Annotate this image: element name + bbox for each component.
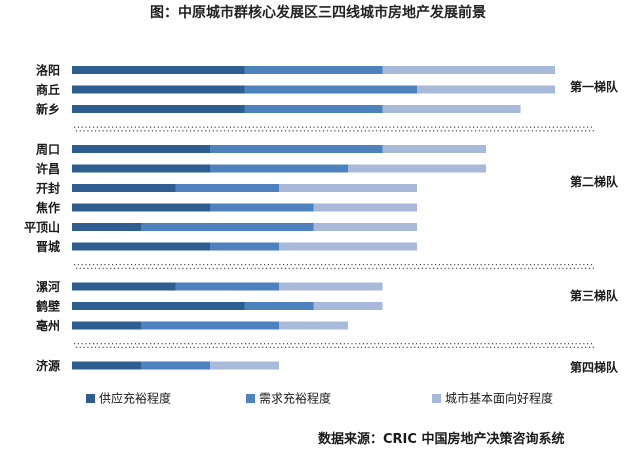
legend-label: 城市基本面向好程度 (445, 391, 553, 406)
bar-segment (141, 361, 210, 370)
category-label: 鹤壁 (36, 299, 60, 314)
bar-segment (72, 321, 141, 330)
bar-segment (72, 223, 141, 231)
legend-swatch (246, 394, 255, 403)
bar-segment (244, 105, 383, 113)
bar-segment (210, 203, 314, 212)
bar-segment (72, 302, 245, 310)
bar-segment (210, 361, 279, 370)
legend-label: 需求充裕程度 (259, 391, 331, 406)
bar-segment (175, 184, 279, 192)
category-label: 平顶山 (24, 220, 60, 235)
bar-segment (313, 302, 383, 310)
bar-segment (72, 282, 176, 291)
category-label: 许昌 (36, 161, 60, 176)
bar-segment (313, 223, 417, 231)
category-label: 开封 (36, 181, 60, 196)
category-label: 漯河 (36, 279, 60, 294)
legend: 供应充裕程度 需求充裕程度 城市基本面向好程度 (86, 391, 553, 406)
category-label: 周口 (36, 143, 60, 157)
legend-swatch (432, 394, 441, 403)
bar-segment (279, 321, 348, 330)
bar-segment (210, 145, 383, 153)
bar-segment (348, 164, 486, 173)
bar-segment (279, 184, 417, 192)
chart-title: 图：中原城市群核心发展区三四线城市房地产发展前景 (150, 4, 486, 21)
category-label: 焦作 (35, 200, 60, 215)
category-label: 新乡 (36, 102, 60, 117)
bar-segment (72, 242, 210, 251)
bar-segment (72, 361, 141, 370)
bar-segment (175, 282, 279, 291)
bar-segment (72, 164, 210, 173)
bar-segment (382, 66, 555, 74)
category-label: 亳州 (36, 318, 60, 333)
bar-segment (210, 164, 348, 173)
bar-segment (279, 242, 417, 251)
bar-segment (382, 145, 486, 153)
bar-segment (141, 321, 279, 330)
tier-label: 第四梯队 (570, 360, 619, 375)
data-source-note: 数据来源：CRIC 中国房地产决策咨询系统 (318, 431, 564, 447)
legend-swatch (86, 394, 95, 403)
category-label: 晋城 (36, 239, 60, 254)
category-label: 济源 (36, 358, 60, 373)
category-label: 商丘 (36, 82, 60, 97)
bar-segment (210, 242, 279, 251)
category-label: 洛阳 (36, 63, 60, 78)
bar-segment (141, 223, 314, 231)
tier-label: 第二梯队 (570, 174, 619, 189)
bar-segment (72, 66, 245, 74)
tier-label: 第一梯队 (570, 79, 619, 94)
bar-segment (244, 66, 383, 74)
bar-segment (417, 85, 555, 94)
bar-segment (244, 85, 417, 94)
bar-segment (72, 145, 210, 153)
tier-label: 第三梯队 (570, 288, 619, 303)
bar-segment (72, 85, 245, 94)
bar-segment (382, 105, 521, 113)
bar-segment (313, 203, 417, 212)
bar-segment (72, 203, 210, 212)
bar-segment (279, 282, 383, 291)
bar-segment (72, 184, 176, 192)
bar-segment (244, 302, 314, 310)
bar-segment (72, 105, 245, 113)
legend-label: 供应充裕程度 (99, 391, 171, 406)
